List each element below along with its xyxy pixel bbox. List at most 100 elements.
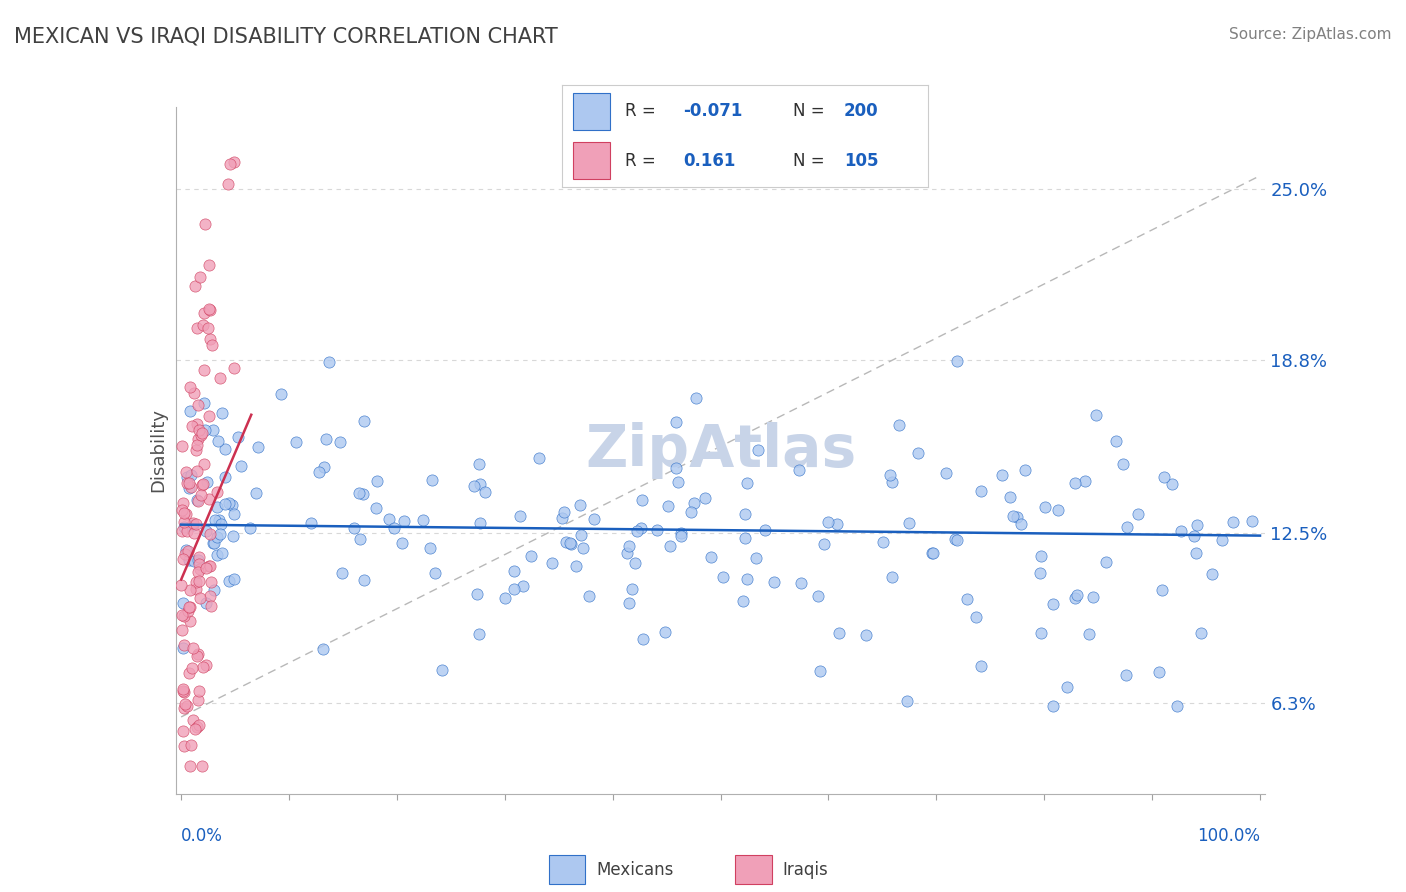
Point	[174, 507, 197, 521]
Point	[205, 530, 228, 544]
Point	[187, 574, 209, 588]
Point	[745, 550, 768, 565]
Point	[527, 450, 550, 465]
Point	[568, 498, 591, 512]
Point	[946, 533, 969, 548]
Point	[187, 493, 209, 508]
Text: 100.0%: 100.0%	[1197, 827, 1260, 845]
Point	[1063, 591, 1085, 605]
Point	[177, 604, 200, 618]
Point	[285, 434, 308, 449]
Point	[179, 380, 201, 394]
Point	[468, 627, 491, 641]
Point	[170, 578, 193, 592]
Point	[943, 532, 966, 546]
Point	[184, 722, 207, 736]
Point	[247, 440, 270, 454]
Point	[1211, 533, 1233, 547]
Point	[224, 507, 246, 521]
Point	[560, 536, 582, 550]
Point	[224, 155, 246, 169]
Point	[200, 575, 222, 590]
Point	[880, 570, 903, 584]
Text: 0.0%: 0.0%	[181, 827, 224, 845]
Point	[195, 596, 218, 610]
Point	[184, 575, 207, 590]
Point	[188, 557, 211, 571]
Point	[695, 491, 717, 505]
Point	[218, 495, 240, 509]
Point	[1066, 588, 1088, 602]
Point	[174, 548, 197, 562]
Point	[315, 433, 337, 447]
Point	[173, 608, 195, 623]
Point	[353, 573, 375, 587]
Point	[179, 582, 201, 597]
Point	[1189, 626, 1212, 640]
Point	[191, 425, 214, 440]
Point	[177, 666, 200, 681]
Point	[470, 477, 492, 491]
Point	[173, 506, 195, 520]
Point	[170, 623, 193, 637]
Point	[176, 524, 198, 539]
Point	[188, 549, 211, 564]
Point	[1005, 509, 1028, 524]
Point	[946, 354, 969, 368]
Point	[463, 479, 485, 493]
Point	[180, 467, 202, 482]
Point	[208, 527, 231, 541]
Point	[468, 457, 491, 471]
Point	[204, 513, 226, 527]
Point	[353, 414, 375, 428]
Point	[217, 177, 239, 191]
Point	[685, 392, 707, 406]
Point	[207, 500, 229, 514]
Point	[183, 554, 205, 568]
Text: MEXICAN VS IRAQI DISABILITY CORRELATION CHART: MEXICAN VS IRAQI DISABILITY CORRELATION …	[14, 27, 558, 46]
Point	[173, 701, 195, 715]
Point	[329, 435, 352, 450]
Point	[465, 586, 488, 600]
Point	[187, 647, 209, 661]
Y-axis label: Disability: Disability	[149, 409, 167, 492]
Point	[172, 682, 194, 697]
Point	[207, 549, 229, 563]
Point	[179, 600, 201, 615]
Point	[186, 417, 208, 431]
Point	[211, 407, 233, 421]
Point	[665, 415, 688, 429]
Point	[222, 573, 245, 587]
Point	[193, 305, 215, 319]
Point	[219, 157, 242, 171]
Point	[222, 360, 245, 375]
Point	[898, 516, 921, 531]
Point	[807, 589, 830, 603]
Point	[699, 550, 721, 565]
Point	[1170, 524, 1192, 538]
Point	[194, 658, 217, 673]
Point	[195, 561, 218, 575]
Point	[198, 492, 221, 507]
Point	[194, 217, 217, 231]
Point	[631, 632, 654, 647]
Point	[572, 541, 595, 555]
Point	[468, 516, 491, 530]
Text: 0.161: 0.161	[683, 152, 735, 169]
Point	[202, 582, 225, 597]
Point	[630, 521, 652, 535]
Point	[734, 531, 756, 545]
Point	[965, 610, 987, 624]
Point	[180, 738, 202, 752]
Point	[179, 759, 201, 773]
Text: Mexicans: Mexicans	[596, 861, 673, 879]
Point	[177, 553, 200, 567]
Text: N =: N =	[793, 152, 830, 169]
Point	[172, 439, 194, 453]
Point	[172, 641, 194, 656]
Bar	[735, 855, 772, 884]
Point	[186, 720, 208, 734]
Point	[1182, 529, 1205, 543]
Point	[228, 430, 250, 444]
Point	[211, 546, 233, 560]
